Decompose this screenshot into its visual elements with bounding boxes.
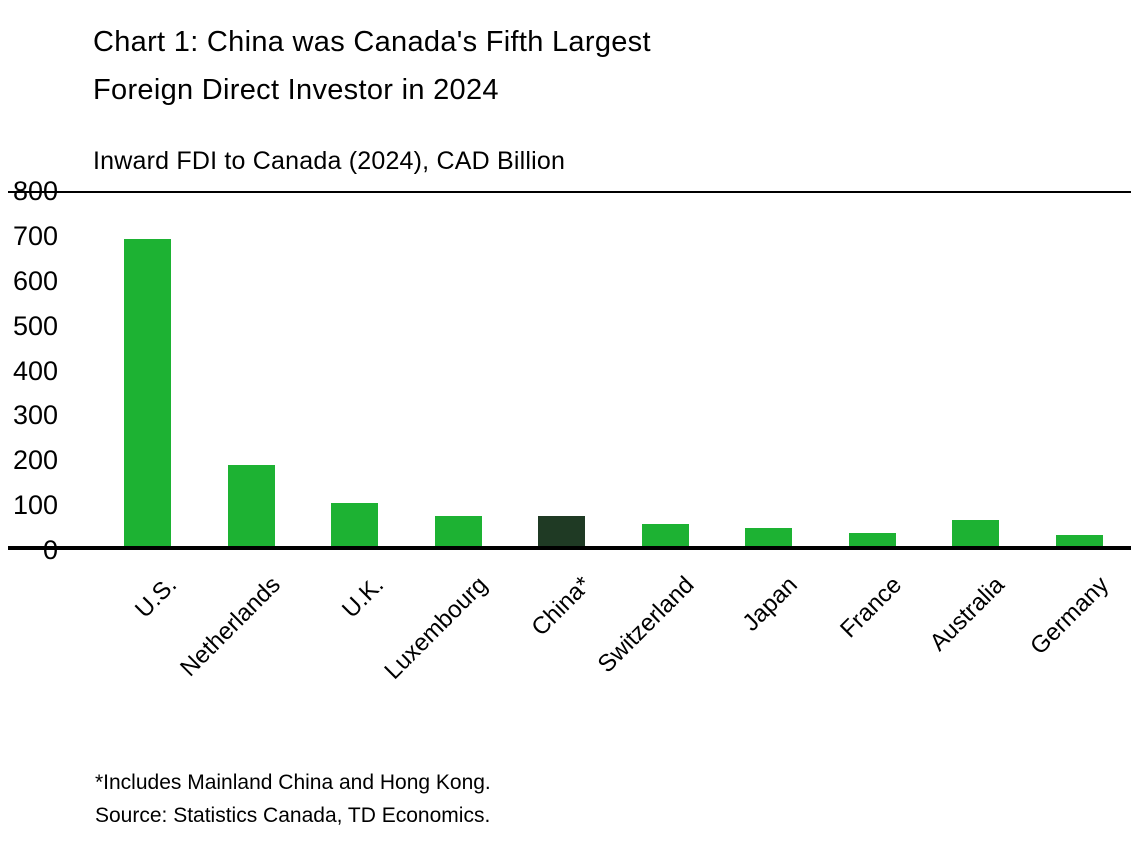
chart-title-line-1: Chart 1: China was Canada's Fifth Larges… bbox=[93, 26, 651, 58]
footnote: *Includes Mainland China and Hong Kong. bbox=[95, 771, 491, 794]
x-axis-label-u-s: U.S. bbox=[130, 571, 183, 624]
y-axis-tick-label-600: 600 bbox=[12, 265, 58, 296]
bar-luxembourg bbox=[434, 515, 482, 546]
y-axis-tick-label-200: 200 bbox=[12, 445, 58, 476]
chart-area: 0 100 200 300 400 500 600 700 800 U.S. Netherlands… bbox=[0, 175, 1139, 735]
bar-france bbox=[848, 532, 896, 546]
y-axis-tick-label-800: 800 bbox=[12, 176, 58, 206]
y-axis-tick-label-500: 500 bbox=[12, 310, 58, 341]
bar-china bbox=[538, 515, 586, 546]
bar-u-k bbox=[331, 503, 379, 546]
chart-footnotes: *Includes Mainland China and Hong Kong. … bbox=[95, 766, 491, 832]
bar-germany bbox=[1055, 535, 1103, 546]
y-axis-tick-label-400: 400 bbox=[12, 355, 58, 386]
bar-australia bbox=[952, 520, 1000, 546]
x-axis-label-u-k: U.K. bbox=[337, 571, 390, 624]
y-axis-tick-label-700: 700 bbox=[12, 220, 58, 251]
x-axis-label-germany: Germany bbox=[1024, 571, 1114, 661]
chart-title: Chart 1: China was Canada's Fifth Larges… bbox=[93, 18, 651, 114]
y-axis-tick-label-100: 100 bbox=[12, 490, 58, 521]
chart-title-line-2: Foreign Direct Investor in 2024 bbox=[93, 74, 499, 106]
x-axis-label-switzerland: Switzerland bbox=[592, 571, 700, 679]
x-axis-label-china: China* bbox=[526, 571, 597, 642]
bar-switzerland bbox=[641, 524, 689, 546]
bar-u-s bbox=[124, 238, 172, 546]
x-axis-label-japan: Japan bbox=[737, 571, 804, 637]
x-axis-label-france: France bbox=[834, 571, 907, 644]
y-axis-tick-label-0: 0 bbox=[42, 535, 58, 565]
bar-netherlands bbox=[227, 465, 275, 546]
y-axis-tick-label-300: 300 bbox=[12, 400, 58, 431]
chart-subtitle: Inward FDI to Canada (2024), CAD Billion bbox=[93, 147, 566, 175]
source-note: Source: Statistics Canada, TD Economics. bbox=[95, 804, 491, 827]
x-axis-label-netherlands: Netherlands bbox=[175, 571, 286, 682]
bar-japan bbox=[745, 528, 793, 546]
x-axis-label-luxembourg: Luxembourg bbox=[379, 571, 493, 685]
x-axis-label-australia: Australia bbox=[925, 571, 1011, 657]
plot-area bbox=[8, 191, 1131, 550]
